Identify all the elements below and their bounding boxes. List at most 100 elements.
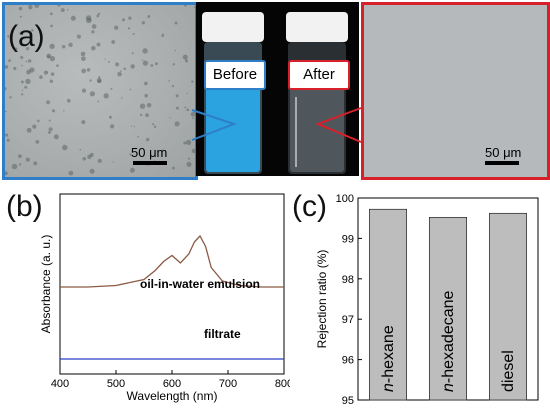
droplet (153, 125, 157, 128)
droplet (86, 68, 91, 72)
droplet (139, 103, 146, 109)
droplet (175, 106, 179, 110)
droplet (7, 35, 10, 38)
droplet (144, 81, 148, 86)
droplet (132, 32, 135, 36)
bar-n-hexadecane (428, 216, 467, 401)
droplet (82, 156, 87, 161)
micrograph-after: 50 μm (361, 2, 550, 180)
droplet (91, 30, 95, 34)
droplet (98, 76, 101, 79)
droplet (21, 93, 24, 96)
droplet (103, 93, 109, 99)
droplet (97, 100, 100, 103)
droplet (114, 25, 119, 30)
y-axis-title-b: Absorbance (a. u.) (39, 235, 53, 334)
y-tick-label-c: 98 (342, 274, 354, 286)
droplet (140, 113, 143, 117)
droplet (122, 18, 126, 22)
bar-label: diesel (500, 350, 517, 392)
x-axis-title-b: Wavelength (nm) (127, 389, 218, 403)
droplet (127, 27, 131, 30)
droplet (46, 100, 51, 105)
scale-label-right: 50 μm (485, 145, 522, 160)
droplet (20, 80, 24, 84)
droplet (141, 21, 145, 25)
droplet (11, 163, 18, 170)
droplet (137, 135, 139, 138)
droplet (68, 170, 74, 176)
droplet (129, 167, 135, 173)
droplet (21, 89, 24, 91)
droplet (89, 79, 92, 82)
vial-liquid-before (206, 84, 260, 172)
bar-diesel (488, 212, 527, 401)
droplet (51, 109, 56, 113)
droplet (6, 138, 10, 142)
droplet (49, 43, 55, 50)
droplet (161, 149, 164, 151)
droplet (150, 64, 154, 67)
droplet (131, 52, 134, 55)
vials-photo: Before After (196, 2, 359, 176)
droplet (49, 12, 53, 16)
droplet (146, 102, 152, 108)
droplet (129, 88, 132, 91)
droplet (81, 68, 87, 74)
droplet (68, 42, 73, 48)
absorbance-chart: 400 500 600 700 800 Wavelength (nm) Absorban… (39, 193, 290, 403)
droplet (25, 78, 31, 85)
droplet (97, 12, 101, 16)
droplet (47, 130, 51, 134)
droplet (161, 34, 165, 38)
droplet (89, 168, 95, 174)
droplet (19, 15, 22, 18)
droplet (91, 45, 96, 51)
droplet (172, 166, 175, 170)
droplet (80, 51, 86, 57)
bar-label: n-hexadecane (440, 290, 457, 392)
droplet (67, 8, 69, 11)
x-tick-label-b: 700 (219, 378, 237, 390)
droplet (60, 8, 65, 12)
droplet (110, 87, 113, 90)
droplet (154, 62, 158, 66)
y-tick-label-c: 95 (342, 395, 354, 407)
droplet (184, 59, 189, 63)
droplet (144, 93, 148, 98)
x-ticks-b: 400 500 600 700 800 (51, 370, 290, 390)
droplet (5, 87, 7, 91)
droplet (190, 111, 195, 117)
droplet (61, 44, 66, 49)
droplet (62, 144, 68, 151)
droplet (79, 148, 82, 151)
droplet (5, 110, 7, 113)
droplet (183, 141, 187, 145)
droplet (37, 119, 40, 123)
droplet (56, 64, 59, 67)
droplet (184, 106, 187, 109)
vial-cap-after (286, 12, 348, 42)
panel-label-a: (a) (8, 20, 45, 53)
droplet (48, 119, 51, 122)
before-label: Before (204, 60, 266, 90)
droplet (35, 140, 40, 144)
bars-c: n-hexane n-hexadecane diesel (369, 208, 527, 401)
droplet (9, 96, 12, 99)
droplet (25, 46, 30, 51)
droplet (104, 58, 106, 60)
droplet (24, 85, 28, 89)
droplet (130, 64, 135, 69)
rejection-chart: 95 96 97 98 99 100 n-hexane n-hexadecane diesel… (315, 193, 539, 407)
connector-lines (191, 107, 362, 143)
droplet (108, 60, 110, 63)
droplet (50, 72, 55, 76)
droplet (97, 79, 102, 84)
legend-filtrate: filtrate (204, 327, 241, 341)
vial-cap-before (202, 12, 264, 42)
droplet (87, 154, 92, 159)
droplet (191, 148, 195, 154)
droplet (174, 21, 178, 25)
droplet (174, 121, 180, 127)
droplet (33, 161, 38, 166)
